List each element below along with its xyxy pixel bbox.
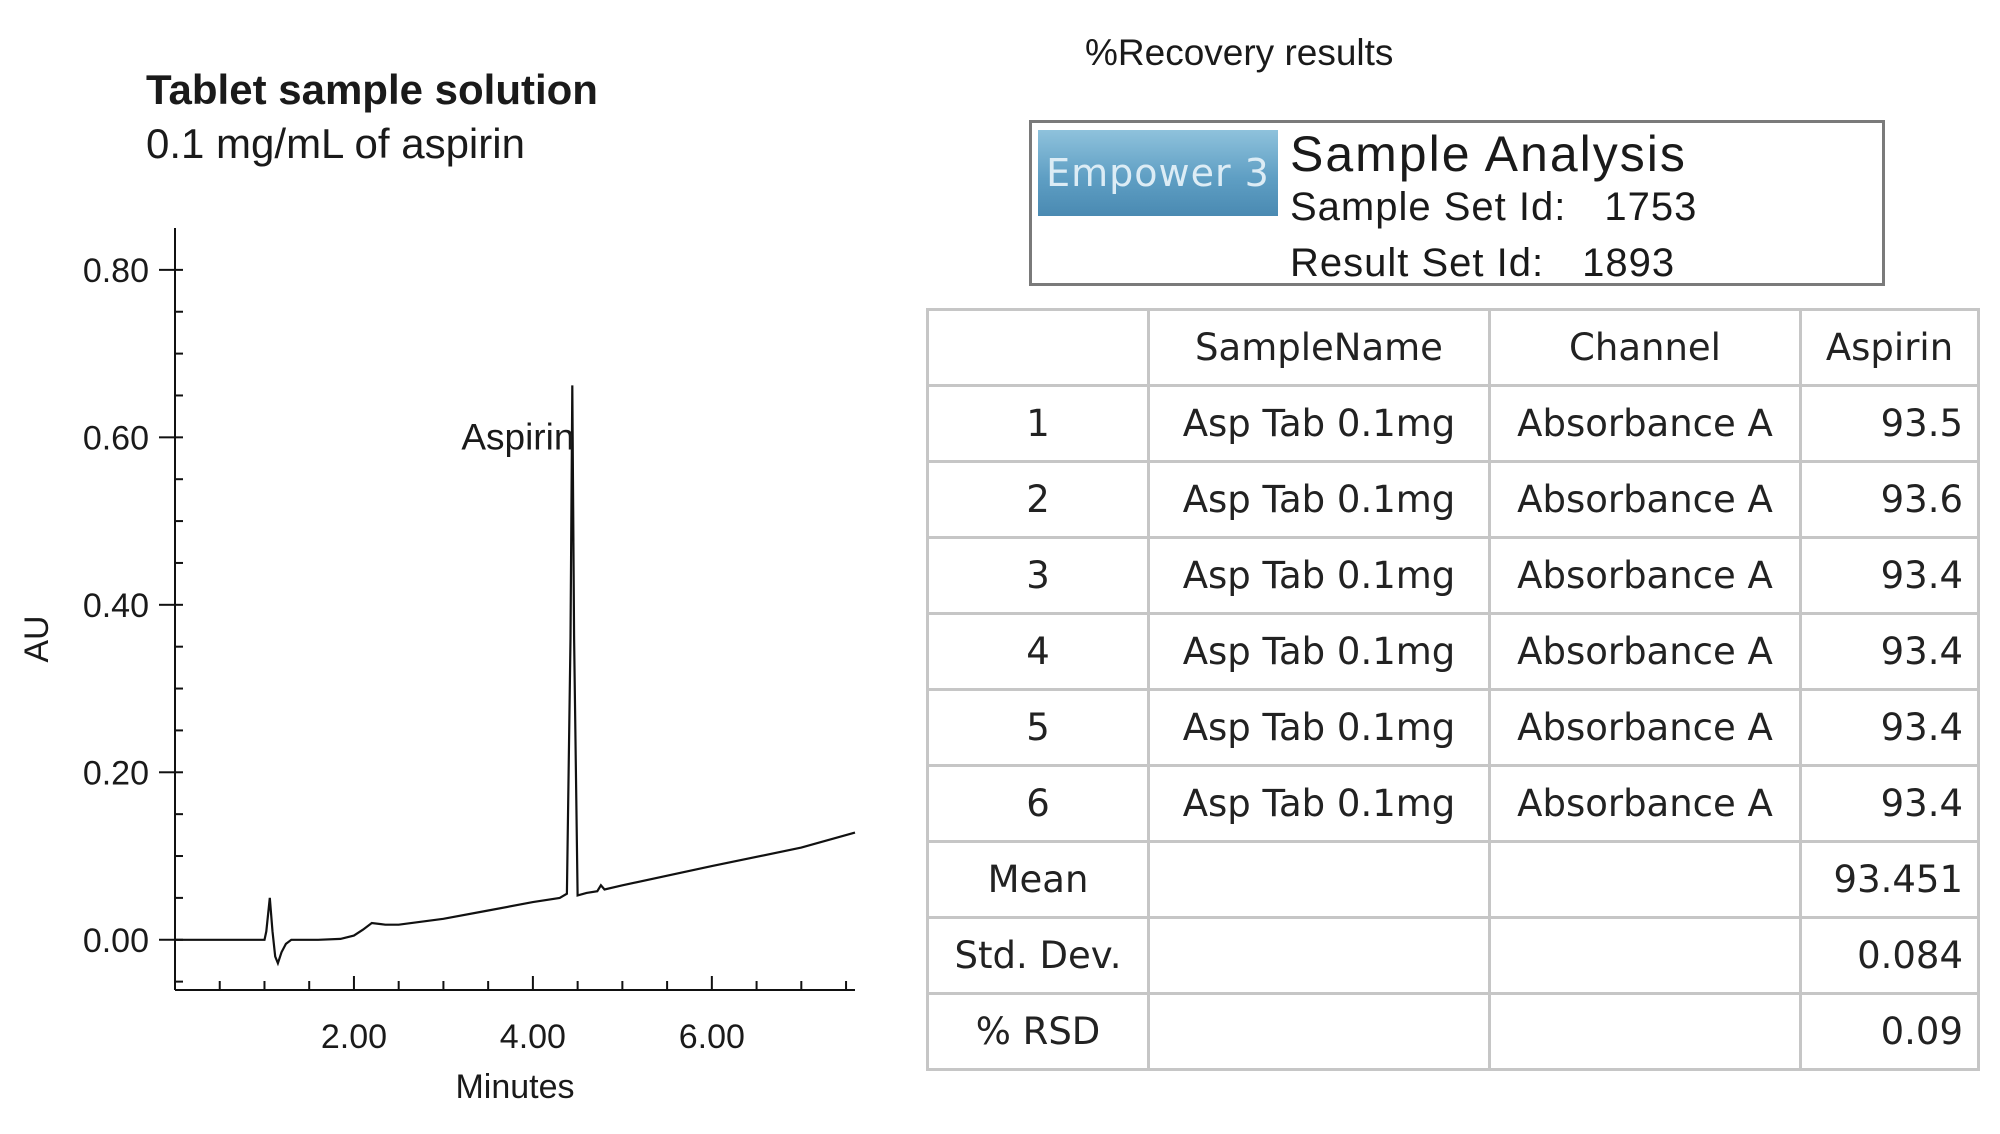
table-cell: Absorbance A	[1488, 536, 1802, 615]
table-cell: 93.4	[1799, 612, 1980, 691]
table-cell	[1488, 840, 1802, 919]
y-tick-label: 0.40	[83, 587, 149, 625]
chart-ticks: 2.00 4.00 6.00 0.00 0.20 0.40 0.60 0.80	[83, 252, 848, 1056]
table-row: Std. Dev. 0.084	[926, 916, 1980, 995]
chromatogram-chart: 2.00 4.00 6.00 0.00 0.20 0.40 0.60 0.80 Aspirin…	[18, 228, 856, 1106]
x-axis-label: Minutes	[455, 1068, 574, 1106]
empower-logo-text: Empower 3	[1046, 151, 1270, 195]
peak-label-aspirin: Aspirin	[461, 416, 574, 457]
recovery-title: %Recovery results	[1085, 32, 1394, 73]
table-cell: Absorbance A	[1488, 764, 1802, 843]
table-cell: 0.09	[1799, 992, 1980, 1071]
table-row: % RSD 0.09	[926, 992, 1980, 1071]
y-tick-label: 0.00	[83, 922, 149, 960]
table-row: Mean 93.451	[926, 840, 1980, 919]
table-row: 2 Asp Tab 0.1mg Absorbance A 93.6	[926, 460, 1980, 539]
table-cell: Asp Tab 0.1mg	[1147, 384, 1491, 463]
table-cell	[1147, 916, 1491, 995]
table-cell: Absorbance A	[1488, 688, 1802, 767]
sample-analysis-heading: Sample Analysis	[1290, 126, 1687, 182]
empower-logo: Empower 3	[1038, 130, 1278, 216]
table-row: 1 Asp Tab 0.1mg Absorbance A 93.5	[926, 384, 1980, 463]
result-set-value: 1893	[1582, 241, 1676, 285]
result-set-id: Result Set Id: 1893	[1290, 241, 1675, 286]
table-cell: Absorbance A	[1488, 384, 1802, 463]
table-cell: % RSD	[926, 992, 1150, 1071]
table-cell: Asp Tab 0.1mg	[1147, 536, 1491, 615]
result-set-label: Result Set Id:	[1290, 241, 1545, 285]
column-header: SampleName	[1147, 308, 1491, 387]
column-header: Aspirin	[1799, 308, 1980, 387]
y-axis-label: AU	[18, 615, 56, 662]
chart-axes	[174, 228, 855, 991]
table-cell: 93.451	[1799, 840, 1980, 919]
table-cell: Mean	[926, 840, 1150, 919]
table-body: 1 Asp Tab 0.1mg Absorbance A 93.5 2 Asp Tab 0…	[926, 384, 1980, 1071]
table-cell: 4	[926, 612, 1150, 691]
table-cell: 3	[926, 536, 1150, 615]
y-tick-label: 0.60	[83, 419, 149, 457]
table-cell	[1488, 916, 1802, 995]
table-cell: 93.5	[1799, 384, 1980, 463]
table-cell: 6	[926, 764, 1150, 843]
y-tick-label: 0.20	[83, 754, 149, 792]
table-cell	[1147, 992, 1491, 1071]
table-cell	[1147, 840, 1491, 919]
chart-subtitle: 0.1 mg/mL of aspirin	[146, 120, 525, 167]
x-tick-label: 4.00	[500, 1018, 566, 1056]
recovery-table: SampleName Channel Aspirin 1 Asp Tab 0.1mg A…	[926, 308, 1980, 1071]
table-cell: 93.4	[1799, 688, 1980, 767]
table-row: 4 Asp Tab 0.1mg Absorbance A 93.4	[926, 612, 1980, 691]
chromatogram-trace	[175, 385, 856, 967]
table-cell: 93.6	[1799, 460, 1980, 539]
sample-set-label: Sample Set Id:	[1290, 185, 1567, 229]
table-cell: 0.084	[1799, 916, 1980, 995]
column-header	[926, 308, 1150, 387]
table-cell: Asp Tab 0.1mg	[1147, 688, 1491, 767]
table-row: 6 Asp Tab 0.1mg Absorbance A 93.4	[926, 764, 1980, 843]
table-cell: 1	[926, 384, 1150, 463]
table-cell: 93.4	[1799, 764, 1980, 843]
y-tick-label: 0.80	[83, 252, 149, 290]
table-cell: Asp Tab 0.1mg	[1147, 460, 1491, 539]
table-cell: 2	[926, 460, 1150, 539]
table-row: 3 Asp Tab 0.1mg Absorbance A 93.4	[926, 536, 1980, 615]
table-cell: 93.4	[1799, 536, 1980, 615]
table-header-row: SampleName Channel Aspirin	[926, 308, 1980, 387]
chart-title: Tablet sample solution	[146, 66, 598, 113]
table-cell: Absorbance A	[1488, 612, 1802, 691]
table-cell: Std. Dev.	[926, 916, 1150, 995]
table-cell: Absorbance A	[1488, 460, 1802, 539]
table-row: 5 Asp Tab 0.1mg Absorbance A 93.4	[926, 688, 1980, 767]
table-cell	[1488, 992, 1802, 1071]
x-tick-label: 6.00	[679, 1018, 745, 1056]
table-cell: 5	[926, 688, 1150, 767]
empower-header-panel: Empower 3 Sample Analysis Sample Set Id:…	[1029, 120, 1885, 286]
column-header: Channel	[1488, 308, 1802, 387]
table-cell: Asp Tab 0.1mg	[1147, 764, 1491, 843]
table-cell: Asp Tab 0.1mg	[1147, 612, 1491, 691]
sample-set-value: 1753	[1604, 185, 1698, 229]
sample-set-id: Sample Set Id: 1753	[1290, 185, 1697, 230]
x-tick-label: 2.00	[321, 1018, 387, 1056]
